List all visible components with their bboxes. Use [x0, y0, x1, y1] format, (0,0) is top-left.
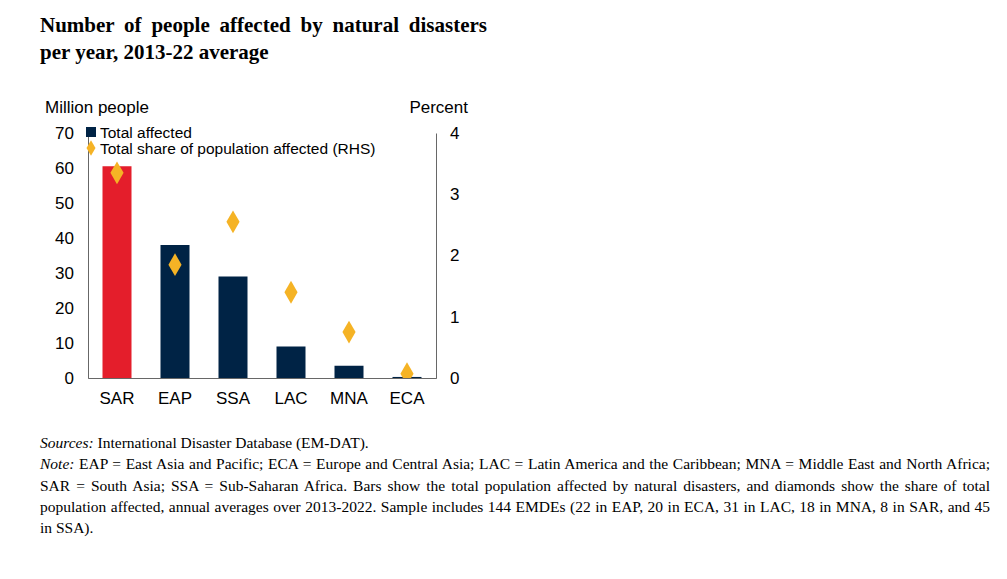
y-tick-label: 40	[55, 229, 74, 248]
x-axis-line	[89, 378, 437, 379]
x-tick: SAR	[100, 378, 135, 408]
bar	[335, 366, 364, 378]
y2-tick: 4	[436, 124, 459, 143]
diamond-marker	[168, 253, 181, 276]
y-tick-label: 70	[55, 124, 74, 143]
y2-tick: 3	[436, 185, 459, 204]
legend-swatch	[87, 140, 96, 156]
legend-label: Total affected	[100, 124, 192, 141]
y-tick-label: 0	[65, 369, 74, 388]
y-tick-label: 20	[55, 299, 74, 318]
legend-swatch	[86, 127, 96, 137]
bar	[161, 245, 190, 378]
sources-line: Sources: International Disaster Database…	[40, 432, 990, 453]
y2-tick-label: 0	[450, 369, 459, 388]
legend: Total affectedTotal share of population …	[86, 124, 375, 157]
y2-tick: 0	[436, 369, 459, 388]
diamond-marker	[110, 161, 123, 184]
y-tick-label: 50	[55, 194, 74, 213]
notes: Sources: International Disaster Database…	[40, 432, 990, 538]
y-tick: 30	[55, 264, 88, 283]
chart-title: Number of people affected by natural dis…	[40, 12, 487, 66]
diamond-marker	[400, 362, 413, 378]
legend-item: Total affected	[86, 124, 192, 141]
y-tick-label: 10	[55, 334, 74, 353]
y-tick-label: 60	[55, 159, 74, 178]
x-tick: SSA	[216, 378, 251, 408]
x-tick-label: ECA	[390, 389, 426, 408]
legend-item: Total share of population affected (RHS)	[87, 140, 376, 157]
y2-tick: 2	[436, 246, 459, 265]
note-line: Note: EAP = East Asia and Pacific; ECA =…	[40, 453, 990, 538]
series-1	[110, 161, 413, 378]
y-axis: 0 10 20 30 40 50 60 70	[55, 124, 88, 388]
y-tick: 60	[55, 159, 88, 178]
y-axis-line	[88, 134, 89, 379]
note-label: Note:	[40, 455, 74, 472]
y2-tick-label: 4	[450, 124, 459, 143]
chart: 0 10 20 30 40 50 60 70 0 1 2 3 4 SAR EAP SSA LAC MNA ECA Mi…	[0, 0, 1007, 430]
y2-tick: 1	[436, 308, 459, 327]
y2-tick-label: 2	[450, 246, 459, 265]
y2-axis-title: Percent	[409, 98, 468, 117]
diamond-marker	[342, 321, 355, 344]
x-tick: EAP	[158, 378, 192, 408]
note-text: EAP = East Asia and Pacific; ECA = Europ…	[40, 455, 990, 536]
y-tick: 40	[55, 229, 88, 248]
y2-tick-label: 3	[450, 185, 459, 204]
sources-text: International Disaster Database (EM-DAT)…	[98, 434, 369, 451]
x-tick: MNA	[330, 378, 368, 408]
bar	[219, 277, 248, 379]
x-tick-label: MNA	[330, 389, 368, 408]
x-tick-label: SAR	[100, 389, 135, 408]
x-tick: LAC	[274, 378, 307, 408]
y-tick: 10	[55, 334, 88, 353]
space	[74, 455, 79, 472]
diamond-marker	[226, 210, 239, 233]
y-tick-label: 30	[55, 264, 74, 283]
legend-label: Total share of population affected (RHS)	[100, 140, 375, 157]
y2-axis-line	[436, 134, 437, 379]
y-tick: 50	[55, 194, 88, 213]
diamond-marker	[284, 281, 297, 304]
y-tick: 0	[65, 369, 88, 388]
y-axis-title: Million people	[45, 98, 149, 117]
x-axis: SAR EAP SSA LAC MNA ECA	[89, 378, 437, 408]
y-tick: 70	[55, 124, 88, 143]
bar	[277, 347, 306, 379]
x-tick-label: SSA	[216, 389, 251, 408]
x-tick-label: EAP	[158, 389, 192, 408]
y2-axis: 0 1 2 3 4	[436, 124, 459, 388]
sources-label: Sources:	[40, 434, 94, 451]
x-tick-label: LAC	[274, 389, 307, 408]
series-0	[103, 166, 422, 378]
space	[94, 434, 98, 451]
bar	[103, 166, 132, 378]
y-tick: 20	[55, 299, 88, 318]
y2-tick-label: 1	[450, 308, 459, 327]
plot-area	[103, 161, 422, 378]
x-tick: ECA	[390, 378, 426, 408]
